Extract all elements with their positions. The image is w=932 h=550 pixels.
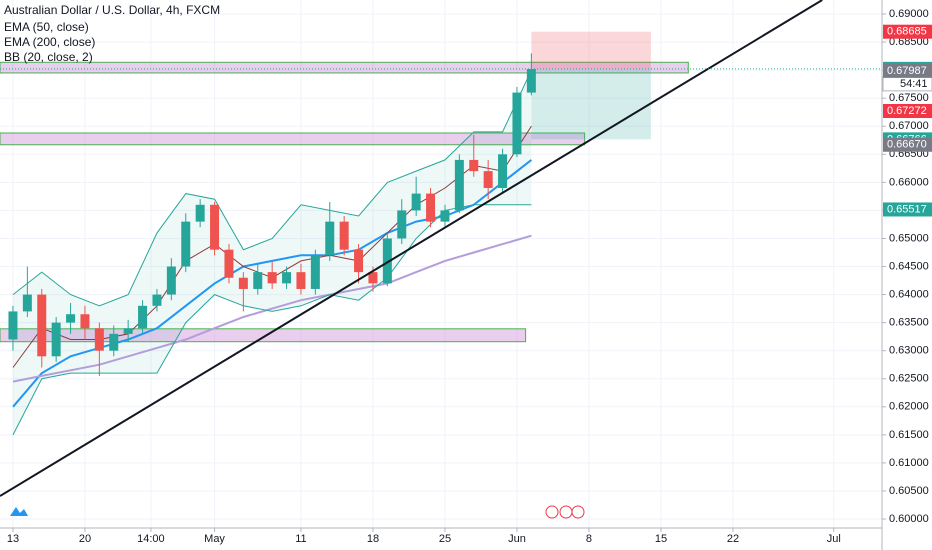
- x-tick-label: Jul: [827, 533, 841, 545]
- x-tick-label: 20: [79, 533, 91, 545]
- candle-body: [253, 272, 263, 289]
- candle-body: [282, 272, 292, 284]
- logo-shape: [10, 507, 28, 516]
- target-zone: [531, 68, 651, 140]
- indicator-label: BB (20, close, 2): [4, 50, 93, 64]
- indicator-label: EMA (50, close): [4, 20, 89, 34]
- candle-body: [382, 238, 392, 284]
- bb-fill: [12, 70, 532, 435]
- x-tick-label: 22: [727, 533, 739, 545]
- y-tick-label: 0.67500: [889, 92, 929, 104]
- x-tick-label: 18: [367, 533, 379, 545]
- candle-body: [397, 210, 407, 239]
- y-tick-label: 0.61500: [889, 429, 929, 441]
- y-tick-label: 0.68500: [889, 36, 929, 48]
- candle-body: [498, 154, 508, 188]
- price-label-box: [883, 103, 932, 118]
- candle-body: [238, 277, 248, 289]
- price-label: 0.65517: [887, 203, 927, 215]
- axes: 0.60000 0.60500 0.61000 0.61500 0.62000 0.625…: [7, 8, 932, 545]
- y-tick-label: 0.65000: [889, 232, 929, 244]
- price-label: 0.66670: [887, 139, 927, 151]
- price-label: 0.67987: [887, 65, 927, 77]
- candle-body: [411, 193, 421, 211]
- price-label: 0.68685: [887, 26, 927, 38]
- candle-body: [94, 328, 104, 351]
- price-label-box: [883, 63, 932, 78]
- candle-body: [368, 272, 378, 284]
- countdown: 54:41: [900, 78, 928, 90]
- candle-body: [339, 221, 349, 250]
- candle-body: [80, 314, 90, 329]
- candle-body: [66, 314, 76, 323]
- candle-body: [138, 305, 148, 329]
- y-tick-label: 0.67000: [889, 120, 929, 132]
- candle-body: [210, 204, 220, 250]
- candle-body: [37, 294, 47, 357]
- tv-logo: [10, 507, 28, 516]
- candle-body: [267, 272, 277, 284]
- indicator-line: [12, 69, 532, 307]
- x-tick-label: May: [204, 533, 225, 545]
- candle-body: [310, 255, 320, 289]
- candle-body: [325, 221, 335, 256]
- symbol-title: Australian Dollar / U.S. Dollar, 4h, FXC…: [4, 3, 220, 17]
- y-tick-label: 0.62500: [889, 373, 929, 385]
- candle-body: [195, 204, 205, 222]
- candle-body: [426, 193, 436, 222]
- candle-body: [22, 294, 32, 312]
- price-label-box: [883, 24, 932, 39]
- zone: [0, 61, 689, 74]
- candle-body: [354, 249, 364, 273]
- y-tick-label: 0.64000: [889, 288, 929, 300]
- x-tick-label: 14:00: [137, 533, 165, 545]
- candle-body: [526, 69, 536, 93]
- zone: [0, 132, 586, 146]
- candle-body: [8, 311, 18, 340]
- y-tick-label: 0.66000: [889, 176, 929, 188]
- price-label-box: [883, 137, 932, 152]
- candle-body: [109, 333, 119, 351]
- candle-body: [123, 328, 133, 334]
- candle-body: [166, 266, 176, 295]
- x-tick-label: 8: [586, 533, 592, 545]
- candle-body: [440, 210, 450, 222]
- x-tick-label: 25: [439, 533, 451, 545]
- candle-body: [224, 249, 234, 278]
- event-icon: [559, 505, 573, 519]
- candle-body: [296, 272, 306, 289]
- candle-body: [454, 159, 464, 211]
- plot-area: [0, 0, 882, 528]
- event-icon: [571, 505, 585, 519]
- candle-body: [181, 221, 191, 267]
- trendline: [0, 0, 823, 497]
- y-tick-label: 0.60500: [889, 485, 929, 497]
- y-tick-label: 0.60000: [889, 513, 929, 525]
- candle-body: [469, 159, 479, 172]
- y-tick-label: 0.63000: [889, 345, 929, 357]
- y-tick-label: 0.63500: [889, 317, 929, 329]
- price-label-box: [883, 202, 932, 217]
- y-tick-label: 0.61000: [889, 457, 929, 469]
- x-tick-label: 11: [295, 533, 306, 545]
- y-tick-label: 0.69000: [889, 8, 929, 20]
- event-icon: [545, 505, 559, 519]
- candle-body: [512, 92, 522, 155]
- indicator-label: EMA (200, close): [4, 35, 95, 49]
- legend: Australian Dollar / U.S. Dollar, 4h, FXC…: [4, 3, 220, 64]
- candle-body: [51, 322, 61, 357]
- x-tick-label: 13: [7, 533, 19, 545]
- price-label: 0.67272: [887, 105, 927, 117]
- event-icons: [545, 505, 585, 519]
- candle-body: [152, 294, 162, 306]
- x-tick-label: 15: [655, 533, 667, 545]
- candle-body: [483, 171, 493, 188]
- y-tick-label: 0.62000: [889, 401, 929, 413]
- x-tick-label: Jun: [508, 533, 526, 545]
- y-tick-label: 0.64500: [889, 260, 929, 272]
- stop-zone: [531, 31, 651, 69]
